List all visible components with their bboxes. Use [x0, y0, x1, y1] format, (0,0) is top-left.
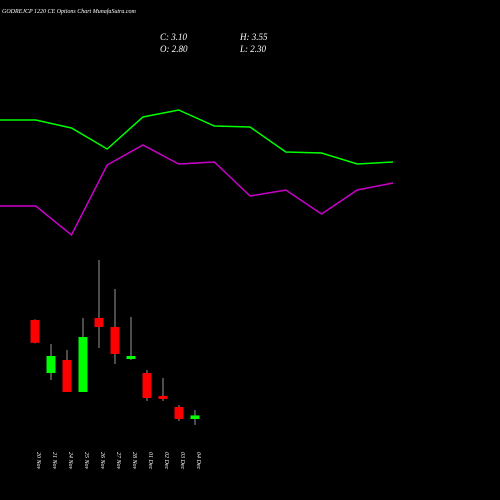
candle-body — [126, 356, 136, 359]
x-tick-label: 01 Dec — [147, 452, 153, 469]
ma-line — [0, 109, 394, 165]
open-label: O: 2.80 — [160, 44, 188, 54]
candle-body — [94, 317, 104, 327]
candle-body — [62, 359, 72, 392]
chart-title: GODREJCP 1220 CE Options Chart MunafaSut… — [2, 8, 137, 15]
x-tick-label: 20 Nov — [35, 452, 41, 470]
candle-body — [78, 337, 88, 392]
x-tick-label: 24 Nov — [67, 452, 74, 470]
x-tick-label: 28 Nov — [131, 452, 137, 470]
x-tick-label: 03 Dec — [179, 452, 185, 469]
candle-body — [30, 320, 40, 343]
x-tick-label: 26 Nov — [99, 452, 105, 470]
candle-body — [46, 356, 56, 374]
x-tick-label: 27 Nov — [115, 452, 121, 470]
x-tick-label: 02 Dec — [163, 452, 169, 469]
low-label: L: 2.30 — [239, 44, 267, 54]
high-label: H: 3.55 — [239, 32, 268, 42]
candle-body — [174, 407, 184, 419]
x-tick-label: 25 Nov — [83, 452, 89, 470]
x-tick-label: 04 Dec — [195, 452, 202, 469]
candle-body — [142, 373, 152, 398]
candle-body — [158, 395, 168, 399]
candle-body — [190, 415, 200, 419]
ma-line — [0, 144, 394, 237]
candle-body — [110, 326, 120, 354]
x-tick-label: 21 Nov — [51, 452, 57, 470]
close-label: C: 3.10 — [160, 32, 188, 42]
